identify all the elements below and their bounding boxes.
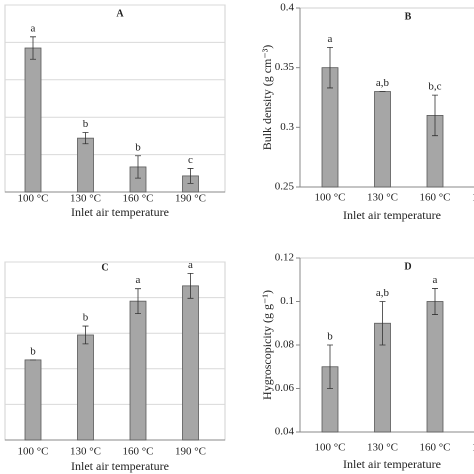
x-tick-label: 130 °C	[367, 442, 398, 454]
error-bar	[135, 155, 141, 179]
error-bar	[82, 325, 89, 345]
y-tick-label: 0.4	[280, 2, 294, 14]
x-tick-label: 160 °C	[420, 192, 451, 204]
error-bar	[135, 288, 141, 315]
significance-label: b	[30, 345, 36, 357]
x-tick-label: 190 °C	[472, 192, 474, 204]
y-tick-label: 0.35	[275, 61, 295, 73]
significance-label: a	[31, 22, 36, 34]
significance-label: a,b	[376, 77, 390, 89]
x-tick-label: 190 °C	[175, 446, 206, 458]
bar	[129, 300, 147, 441]
x-tick-label: 100 °C	[18, 446, 49, 458]
x-tick-label: 160 °C	[123, 193, 154, 205]
y-tick-label: 0.25	[275, 181, 295, 193]
y-tick-label: 0.12	[275, 252, 294, 264]
panel-title: A	[116, 8, 124, 19]
x-tick-label: 130 °C	[70, 193, 101, 205]
bar	[77, 137, 94, 193]
x-axis-label: Inlet air temperature	[71, 459, 169, 473]
bar	[374, 91, 391, 188]
x-tick-label: 160 °C	[420, 442, 451, 454]
significance-label: b	[135, 141, 141, 153]
error-bar	[432, 288, 438, 315]
error-bar	[327, 46, 333, 89]
error-bar	[379, 301, 386, 346]
error-bar	[187, 168, 194, 184]
significance-label: a	[328, 33, 333, 45]
bar	[24, 359, 42, 441]
error-bar	[30, 36, 36, 60]
error-bar	[82, 132, 89, 145]
y-axis-label: Bulk density (g cm⁻³)	[260, 45, 274, 151]
x-tick-label: 130 °C	[367, 192, 398, 204]
y-tick-label: 0.3	[280, 121, 294, 133]
error-bar	[432, 94, 438, 137]
significance-label: a	[188, 259, 193, 271]
y-axis-label: Hygroscopicity (g g⁻¹)	[260, 290, 274, 400]
x-tick-label: 190 °C	[472, 442, 474, 454]
significance-label: b	[327, 331, 333, 343]
x-tick-label: 160 °C	[123, 446, 154, 458]
panel-title: D	[404, 261, 411, 272]
significance-label: b	[83, 312, 89, 324]
x-tick-label: 100 °C	[18, 193, 49, 205]
error-bar	[187, 272, 194, 299]
x-axis-label: Inlet air temperature	[343, 208, 441, 222]
bar	[426, 301, 444, 433]
x-tick-label: 100 °C	[315, 442, 346, 454]
x-axis-label: Inlet air temperature	[343, 457, 441, 471]
panel-title: B	[405, 11, 412, 22]
y-tick-label: 0.1	[280, 295, 294, 307]
significance-label: a	[433, 274, 438, 286]
significance-label: a,b	[376, 287, 390, 299]
y-tick-label: 0.06	[275, 382, 295, 394]
bar	[182, 285, 199, 441]
y-tick-label: 0.04	[275, 426, 295, 438]
significance-label: b,c	[428, 81, 441, 93]
y-tick-label: 0.08	[275, 339, 295, 351]
x-tick-label: 190 °C	[175, 193, 206, 205]
bar	[24, 47, 42, 193]
significance-label: c	[188, 154, 193, 166]
bar	[77, 334, 94, 441]
x-tick-label: 130 °C	[70, 446, 101, 458]
x-axis-label: Inlet air temperature	[71, 205, 169, 219]
panel-title: C	[101, 262, 108, 273]
significance-label: b	[83, 118, 89, 130]
error-bar	[327, 344, 333, 389]
significance-label: a	[136, 274, 141, 286]
x-tick-label: 100 °C	[315, 192, 346, 204]
